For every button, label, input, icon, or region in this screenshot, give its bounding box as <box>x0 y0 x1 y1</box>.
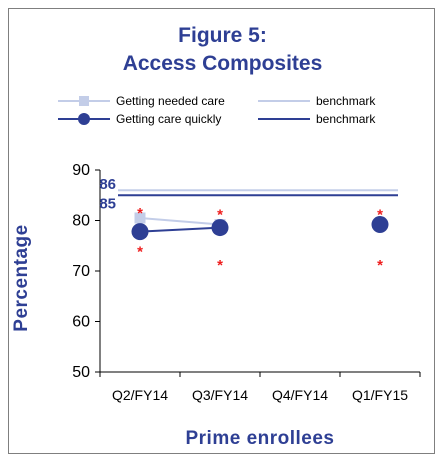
chart-subtitle: Access Composites <box>122 52 323 75</box>
data-point-circle <box>131 223 149 241</box>
legend-swatch-square <box>79 96 89 106</box>
y-tick-label: 50 <box>72 364 90 381</box>
x-tick-label: Q4/FY14 <box>272 387 328 403</box>
legend-label: benchmark <box>316 94 376 108</box>
benchmark-label: 85 <box>99 195 116 212</box>
x-tick-label: Q2/FY14 <box>112 387 168 403</box>
significance-marker: * <box>137 243 143 260</box>
x-axis-label: Prime enrollees <box>185 428 335 449</box>
data-point-circle <box>371 216 389 234</box>
significance-marker: * <box>217 206 223 223</box>
y-tick-label: 80 <box>72 213 90 230</box>
series-line-segment <box>139 226 221 233</box>
legend-label: Getting needed care <box>116 94 225 108</box>
significance-marker: * <box>137 205 143 222</box>
y-tick-label: 70 <box>72 263 90 280</box>
data-point-circle <box>211 219 229 237</box>
x-tick-label: Q3/FY14 <box>192 387 248 403</box>
significance-marker: * <box>217 257 223 274</box>
significance-marker: * <box>377 257 383 274</box>
data-point-square <box>134 212 146 224</box>
x-tick-label: Q1/FY15 <box>352 387 408 403</box>
series-line-segment <box>139 216 221 226</box>
legend-label: Getting care quickly <box>116 112 221 126</box>
legend-label: benchmark <box>316 112 376 126</box>
benchmark-label: 86 <box>99 176 116 193</box>
significance-marker: * <box>377 206 383 223</box>
y-tick-label: 90 <box>72 162 90 179</box>
legend-swatch-circle <box>78 113 90 125</box>
y-tick-label: 60 <box>72 314 90 331</box>
chart-title: Figure 5: <box>178 24 267 47</box>
